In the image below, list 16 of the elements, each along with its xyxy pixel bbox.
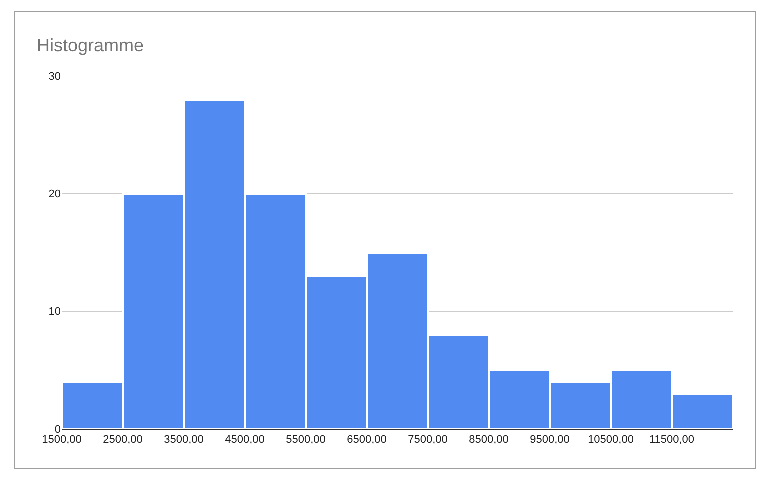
chart-title: Histogramme bbox=[37, 35, 144, 56]
x-tick-label: 4500,00 bbox=[225, 434, 265, 446]
x-tick-label: 2500,00 bbox=[103, 434, 143, 446]
x-tick-label: 6500,00 bbox=[347, 434, 387, 446]
y-tick-label: 30 bbox=[48, 70, 61, 83]
x-tick-label: 10500,00 bbox=[588, 434, 634, 446]
y-tick-label: 0 bbox=[54, 424, 61, 436]
x-tick-label: 3500,00 bbox=[164, 434, 204, 446]
y-tick-label: 10 bbox=[48, 306, 61, 318]
x-tick-label: 9500,00 bbox=[530, 434, 570, 446]
x-tick-label: 11500,00 bbox=[649, 434, 695, 446]
x-tick-label: 7500,00 bbox=[408, 434, 448, 446]
x-tick-label: 8500,00 bbox=[469, 434, 509, 446]
x-tick-label: 5500,00 bbox=[286, 434, 326, 446]
y-tick-label: 20 bbox=[48, 188, 61, 201]
x-tick-label: 1500,00 bbox=[42, 434, 82, 446]
